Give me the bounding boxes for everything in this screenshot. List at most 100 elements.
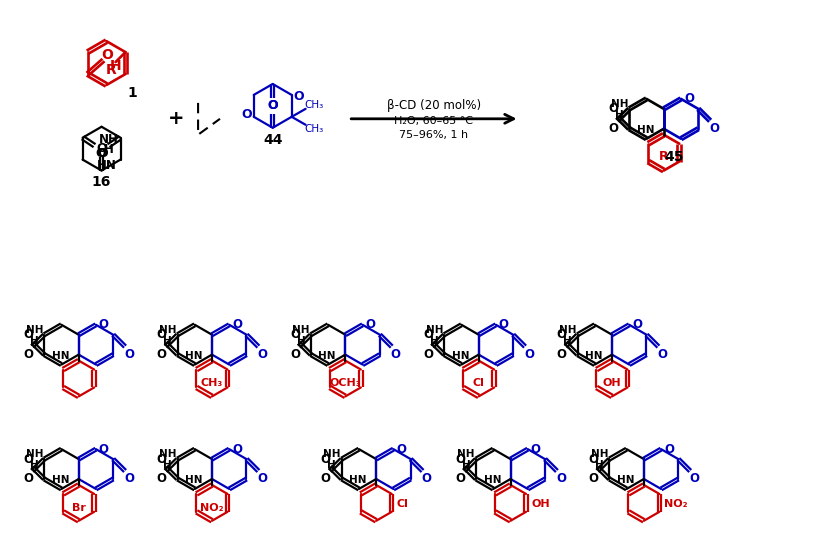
- Text: O: O: [321, 453, 331, 465]
- Text: O: O: [99, 318, 109, 331]
- Text: O: O: [609, 102, 619, 116]
- Text: O: O: [557, 328, 566, 341]
- Text: O: O: [609, 122, 619, 135]
- Text: HN: HN: [52, 350, 69, 360]
- Text: NH: NH: [610, 99, 628, 109]
- Text: O: O: [294, 90, 304, 103]
- Text: O: O: [524, 348, 534, 361]
- Text: NH: NH: [323, 449, 341, 459]
- Text: HN: HN: [617, 475, 634, 485]
- Text: NH: NH: [159, 449, 176, 459]
- Text: H: H: [163, 336, 172, 346]
- Text: H: H: [430, 336, 438, 346]
- Text: 45: 45: [664, 150, 683, 163]
- Text: H: H: [30, 336, 39, 346]
- Text: O: O: [455, 453, 465, 465]
- Text: O: O: [98, 147, 108, 160]
- Text: O: O: [124, 348, 134, 361]
- Text: O: O: [257, 348, 267, 361]
- Text: H: H: [297, 336, 305, 346]
- Text: R: R: [659, 150, 668, 163]
- Text: O: O: [423, 348, 433, 361]
- Text: H₂O, 60–65 °C: H₂O, 60–65 °C: [394, 116, 473, 126]
- Text: NH: NH: [26, 325, 43, 335]
- Text: O: O: [632, 318, 643, 331]
- Text: O: O: [156, 473, 166, 485]
- Text: H: H: [327, 460, 336, 470]
- Text: 1: 1: [127, 86, 137, 100]
- Text: O: O: [709, 122, 719, 135]
- Text: H: H: [563, 336, 572, 346]
- Text: NH: NH: [590, 449, 608, 459]
- Text: NH: NH: [426, 325, 443, 335]
- Text: O: O: [290, 328, 300, 341]
- Text: 75–96%, 1 h: 75–96%, 1 h: [399, 129, 468, 140]
- Text: O: O: [499, 318, 509, 331]
- Text: OH: OH: [603, 378, 621, 388]
- Text: O: O: [423, 328, 433, 341]
- Text: 16: 16: [92, 175, 112, 190]
- Text: O: O: [321, 473, 331, 485]
- Text: O: O: [556, 473, 566, 485]
- Text: O: O: [95, 147, 106, 160]
- Text: O: O: [232, 318, 242, 331]
- Text: R: R: [106, 63, 117, 77]
- Text: H: H: [104, 143, 114, 156]
- Text: O: O: [396, 442, 406, 456]
- Text: O: O: [267, 99, 278, 112]
- Text: β-CD (20 mol%): β-CD (20 mol%): [387, 99, 481, 112]
- Text: H: H: [163, 460, 172, 470]
- Text: OH: OH: [531, 499, 550, 509]
- Text: HN: HN: [349, 475, 366, 485]
- Text: O: O: [422, 473, 432, 485]
- Text: H: H: [461, 460, 471, 470]
- Text: O: O: [684, 93, 694, 105]
- Text: +: +: [168, 109, 184, 128]
- Text: HN: HN: [637, 125, 654, 134]
- Text: NH: NH: [159, 325, 176, 335]
- Text: Br: Br: [72, 503, 86, 513]
- Text: O: O: [589, 473, 599, 485]
- Text: O: O: [124, 473, 134, 485]
- Text: NH: NH: [26, 449, 43, 459]
- Text: NH: NH: [457, 449, 475, 459]
- Text: O: O: [99, 442, 109, 456]
- Text: O: O: [589, 453, 599, 465]
- Text: HN: HN: [97, 158, 117, 171]
- Text: CH₃: CH₃: [201, 378, 223, 388]
- Text: O: O: [455, 473, 465, 485]
- Text: HN: HN: [185, 350, 203, 360]
- Text: O: O: [156, 348, 166, 361]
- Text: O: O: [290, 348, 300, 361]
- Text: O: O: [102, 48, 113, 62]
- Text: H: H: [110, 59, 122, 73]
- Text: O: O: [664, 442, 674, 456]
- Text: HN: HN: [484, 475, 501, 485]
- Text: O: O: [257, 473, 267, 485]
- Text: O: O: [241, 108, 252, 121]
- Text: O: O: [232, 442, 242, 456]
- Text: O: O: [390, 348, 401, 361]
- Text: O: O: [267, 99, 278, 112]
- Text: O: O: [23, 473, 33, 485]
- Text: O: O: [366, 318, 375, 331]
- Text: O: O: [689, 473, 700, 485]
- Text: HN: HN: [318, 350, 336, 360]
- Text: HN: HN: [452, 350, 469, 360]
- Text: O: O: [531, 442, 541, 456]
- Text: O: O: [557, 348, 566, 361]
- Text: 44: 44: [263, 133, 283, 147]
- Text: H: H: [615, 110, 624, 120]
- Text: HN: HN: [52, 475, 69, 485]
- Text: O: O: [156, 328, 166, 341]
- Text: H: H: [595, 460, 604, 470]
- Text: O: O: [23, 453, 33, 465]
- Text: Cl: Cl: [473, 378, 485, 388]
- Text: HN: HN: [585, 350, 603, 360]
- Text: O: O: [23, 328, 33, 341]
- Text: NO₂: NO₂: [200, 503, 224, 513]
- Text: O: O: [96, 142, 107, 155]
- Text: NO₂: NO₂: [664, 499, 688, 509]
- Text: CH₃: CH₃: [304, 124, 323, 134]
- Text: CH₃: CH₃: [304, 100, 323, 110]
